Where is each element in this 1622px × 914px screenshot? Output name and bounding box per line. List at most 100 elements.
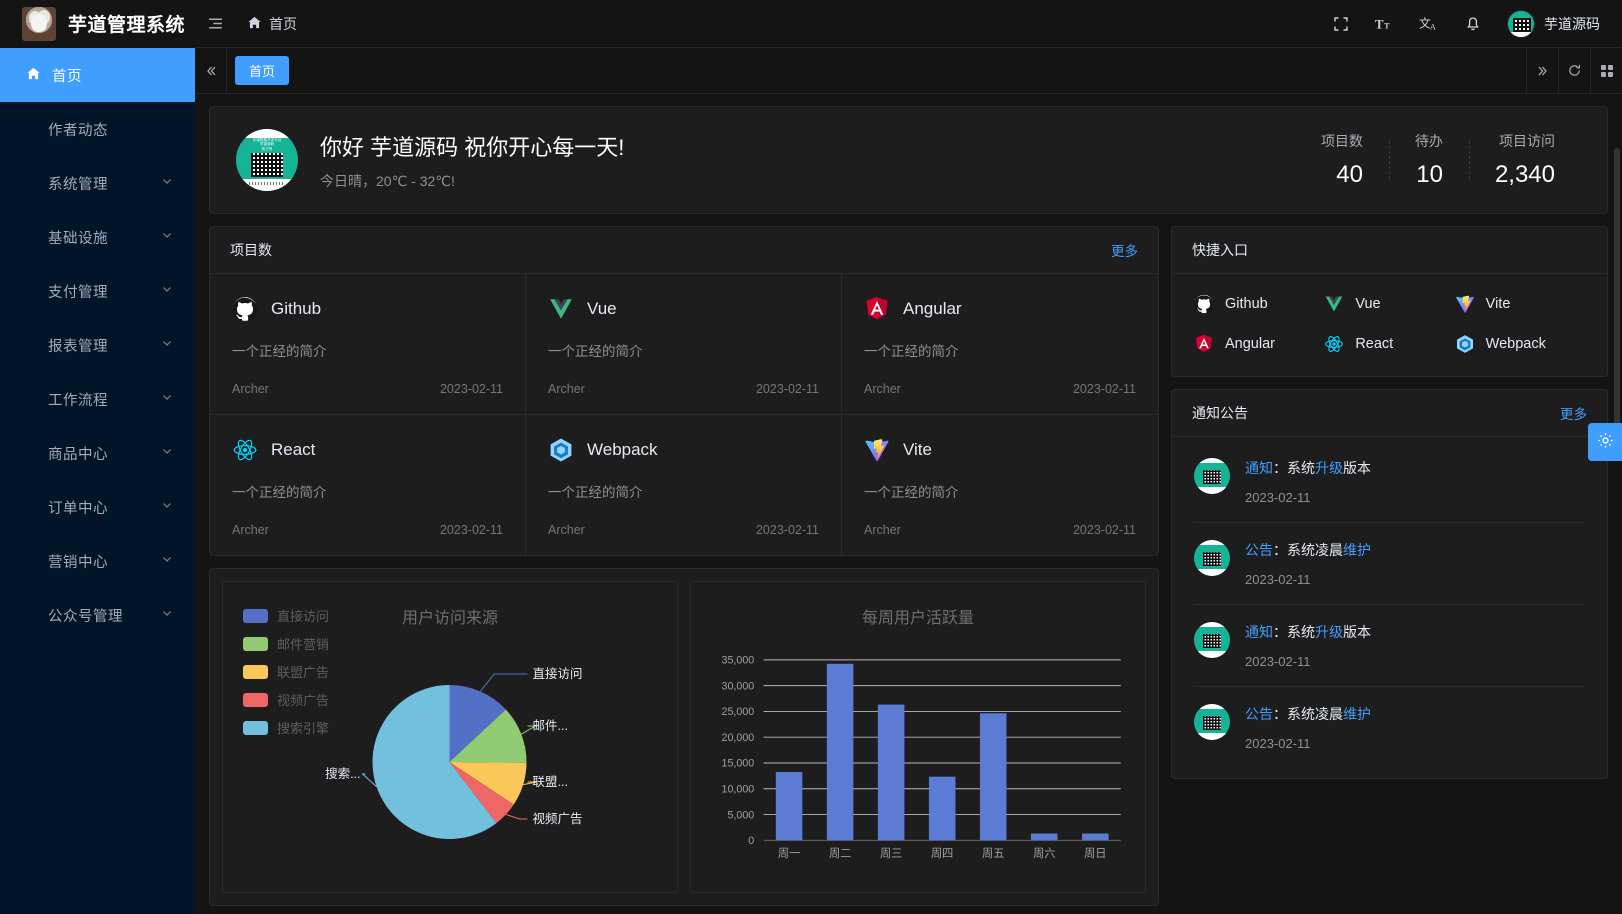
pie-slice[interactable] [449, 709, 527, 763]
project-author: Archer [548, 382, 585, 396]
pie-slice[interactable] [449, 762, 527, 805]
quick-link-github[interactable]: Github [1194, 294, 1324, 314]
sidebar-item-product[interactable]: 商品中心 [0, 426, 195, 480]
legend-label: 搜索引擎 [277, 721, 330, 736]
project-desc: 一个正经的简介 [232, 485, 327, 500]
notice-date: 2023-02-11 [1245, 490, 1311, 505]
sidebar-item-author-news[interactable]: 作者动态 [0, 102, 195, 156]
legend-swatch [243, 608, 268, 623]
project-date: 2023-02-11 [755, 382, 819, 396]
pie-slice[interactable] [449, 762, 514, 824]
grid-icon[interactable] [1590, 47, 1622, 94]
pie-chart[interactable]: 用户访问来源 直接访问 邮件营销 [222, 581, 678, 893]
font-size-icon[interactable]: T T [1365, 0, 1405, 48]
notice-avatar [1194, 540, 1230, 576]
sidebar-item-infrastructure[interactable]: 基础设施 [0, 210, 195, 264]
project-card[interactable]: React 一个正经的简介 Archer 2023-02-11 [210, 415, 526, 555]
stat-label: 待办 [1414, 133, 1443, 149]
project-card[interactable]: Github 一个正经的简介 Archer 2023-02-11 [210, 274, 526, 415]
project-date: 2023-02-11 [1072, 382, 1136, 396]
notices-more-link[interactable]: 更多 [1560, 407, 1587, 422]
sidebar-item-workflow[interactable]: 工作流程 [0, 372, 195, 426]
project-desc: 一个正经的简介 [548, 485, 643, 500]
breadcrumb-home-label: 首页 [269, 15, 297, 32]
notice-item[interactable]: 公告：系统凌晨维护 2023-02-11 [1194, 523, 1585, 605]
notice-item[interactable]: 通知：系统升级版本 2023-02-11 [1194, 605, 1585, 687]
legend-item[interactable]: 邮件营销 [243, 634, 329, 653]
bar-chart[interactable]: 每周用户活跃量 0 5,000 10,000 15,000 20,000 25,000 30… [690, 581, 1146, 893]
menu-icon[interactable] [195, 0, 235, 48]
sidebar-item-system[interactable]: 系统管理 [0, 156, 195, 210]
double-chevron-right-icon[interactable] [1526, 47, 1558, 94]
avatar [1507, 9, 1535, 38]
chevron-down-icon [161, 283, 173, 299]
quick-links-title: 快捷入口 [1192, 242, 1248, 258]
quick-link-vite[interactable]: Vite [1455, 294, 1585, 314]
vertical-scrollbar[interactable] [1614, 148, 1620, 448]
page-scroll-area: 芋道数据开发平台 芋道源码 官方号 你好 芋道源码 祝你开心每一天! 今日晴，20℃… [195, 94, 1622, 914]
legend-item[interactable]: 直接访问 [243, 606, 329, 625]
notices-header: 通知公告 更多 [1172, 390, 1607, 437]
fullscreen-icon[interactable] [1321, 0, 1361, 48]
sidebar-item-label: 工作流程 [48, 392, 108, 409]
tab-home[interactable]: 首页 [235, 56, 290, 85]
bar[interactable] [1030, 833, 1058, 841]
legend-item[interactable]: 搜索引擎 [243, 718, 329, 737]
notice-avatar [1194, 458, 1230, 494]
legend-item[interactable]: 联盟广告 [243, 662, 329, 681]
bar[interactable] [979, 713, 1007, 841]
sidebar-item-home[interactable]: 首页 [0, 48, 195, 102]
quick-link-react[interactable]: React [1324, 334, 1454, 354]
project-card[interactable]: Vue 一个正经的简介 Archer 2023-02-11 [526, 274, 842, 415]
quick-links-card: 快捷入口 Github [1171, 226, 1608, 377]
bar[interactable] [1082, 833, 1109, 841]
banner-stats: 项目数 40 待办 10 项目访问 2,340 [1295, 131, 1581, 189]
stat-visits: 项目访问 2,340 [1468, 131, 1581, 189]
quick-link-webpack[interactable]: Webpack [1455, 334, 1585, 354]
user-name: 芋道源码 [1544, 15, 1600, 32]
pie-slice-label: 搜索... [325, 766, 360, 781]
notice-avatar [1194, 622, 1230, 658]
logo-area[interactable]: 芋道管理系统 [0, 0, 195, 48]
project-date: 2023-02-11 [1072, 523, 1136, 537]
double-chevron-left-icon[interactable] [195, 47, 227, 94]
notice-date: 2023-02-11 [1245, 736, 1311, 751]
translate-icon[interactable]: 文 A [1409, 0, 1449, 48]
sidebar-item-order[interactable]: 订单中心 [0, 480, 195, 534]
user-menu[interactable]: 芋道源码 [1497, 9, 1606, 38]
x-axis-tick-label: 周二 [829, 847, 851, 860]
projects-more-link[interactable]: 更多 [1111, 244, 1138, 259]
sidebar-item-payment[interactable]: 支付管理 [0, 264, 195, 318]
pie-slice[interactable] [372, 685, 497, 839]
quick-link-angular[interactable]: Angular [1194, 334, 1324, 354]
bar[interactable] [775, 771, 803, 841]
sidebar-item-label: 订单中心 [48, 500, 108, 517]
quick-link-vue[interactable]: Vue [1324, 294, 1454, 314]
bell-icon[interactable] [1453, 0, 1493, 48]
y-axis-tick-label: 5,000 [728, 809, 755, 821]
sidebar-item-marketing[interactable]: 营销中心 [0, 534, 195, 588]
notice-item[interactable]: 公告：系统凌晨维护 2023-02-11 [1194, 687, 1585, 768]
project-card[interactable]: Webpack 一个正经的简介 Archer 2023-02-11 [526, 415, 842, 555]
bar[interactable] [826, 663, 854, 841]
breadcrumb-home[interactable]: 首页 [235, 14, 309, 34]
sidebar-item-mp[interactable]: 公众号管理 [0, 588, 195, 642]
sidebar-item-label: 首页 [52, 68, 82, 85]
github-icon [1194, 294, 1214, 314]
vite-icon [864, 437, 890, 463]
legend-label: 邮件营销 [277, 637, 330, 652]
bar[interactable] [928, 776, 956, 841]
bar[interactable] [877, 704, 905, 841]
notice-date: 2023-02-11 [1245, 654, 1311, 669]
sidebar-item-report[interactable]: 报表管理 [0, 318, 195, 372]
banner-greeting: 你好 芋道源码 祝你开心每一天! [320, 134, 625, 160]
project-desc: 一个正经的简介 [864, 344, 959, 359]
pie-slice[interactable] [449, 685, 506, 762]
settings-fab-button[interactable] [1588, 423, 1622, 461]
project-card[interactable]: Angular 一个正经的简介 Archer 2023-02-11 [842, 274, 1158, 415]
refresh-icon[interactable] [1558, 47, 1590, 94]
legend-item[interactable]: 视频广告 [243, 690, 329, 709]
notice-item[interactable]: 通知：系统升级版本 2023-02-11 [1194, 441, 1585, 523]
project-card[interactable]: Vite 一个正经的简介 Archer 2023-02-11 [842, 415, 1158, 555]
